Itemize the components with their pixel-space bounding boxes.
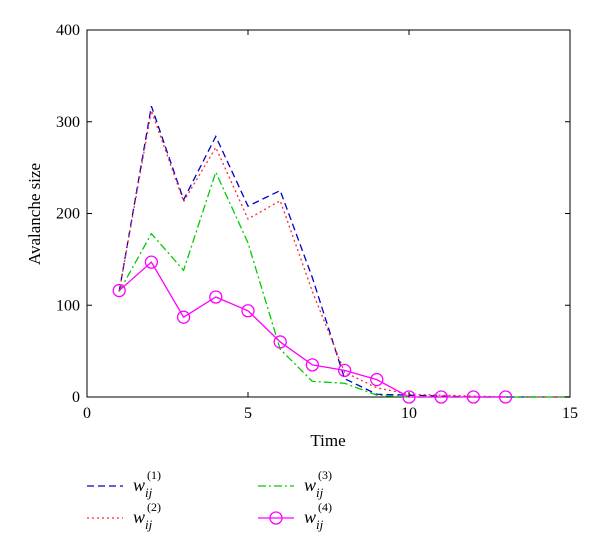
series-layer	[112, 105, 570, 404]
legend-marker	[269, 511, 283, 525]
legend-label-2: wij	[133, 507, 153, 532]
x-tick-label: 10	[401, 405, 417, 422]
y-tick-label: 200	[56, 206, 80, 223]
x-tick-label: 15	[562, 405, 578, 422]
series-line-3	[118, 170, 570, 398]
plot-frame	[86, 29, 571, 398]
data-point	[337, 363, 352, 378]
data-point	[305, 358, 320, 372]
y-tick-label: 300	[56, 114, 80, 131]
legend-sup-2: (2)	[147, 500, 161, 514]
data-point	[402, 390, 416, 404]
y-axis-label: Avalanche size	[25, 163, 44, 265]
legend-sup-4: (4)	[318, 500, 332, 514]
data-point	[176, 310, 191, 324]
legend-item-2: wij(2)	[87, 500, 161, 532]
y-tick-label: 0	[72, 389, 80, 406]
data-point	[241, 304, 255, 318]
x-axis-label: Time	[310, 431, 345, 450]
data-point	[209, 290, 223, 304]
series-line-1	[118, 105, 570, 398]
legend-label-1: wij	[133, 475, 153, 500]
legend-item-3: wij(3)	[258, 468, 332, 500]
series-1	[118, 105, 570, 398]
data-point	[370, 372, 384, 387]
series-line-2	[118, 108, 570, 398]
series-3	[118, 170, 570, 398]
y-tick-label: 400	[56, 22, 80, 39]
legend: wij(1)wij(2)wij(3)wij(4)	[87, 468, 332, 532]
series-line-4	[118, 261, 506, 398]
data-point	[466, 390, 481, 404]
legend-sup-1: (1)	[147, 468, 161, 482]
legend-sup-3: (3)	[318, 468, 332, 482]
data-point	[498, 390, 513, 404]
data-point	[144, 255, 159, 269]
data-point	[273, 335, 287, 349]
data-point	[112, 283, 126, 298]
legend-item-4: wij(4)	[258, 500, 332, 532]
legend-label-4: wij	[304, 507, 324, 532]
series-4	[112, 255, 513, 404]
legend-item-1: wij(1)	[87, 468, 161, 500]
y-tick-label: 100	[56, 297, 80, 314]
x-tick-label: 0	[83, 405, 91, 422]
legend-label-3: wij	[304, 475, 324, 500]
plot-area	[86, 29, 571, 398]
series-2	[118, 108, 570, 398]
data-point	[434, 390, 448, 404]
x-tick-label: 5	[244, 405, 252, 422]
axes-layer: 0 5 10 15 0 100 200 300 400	[56, 22, 578, 422]
